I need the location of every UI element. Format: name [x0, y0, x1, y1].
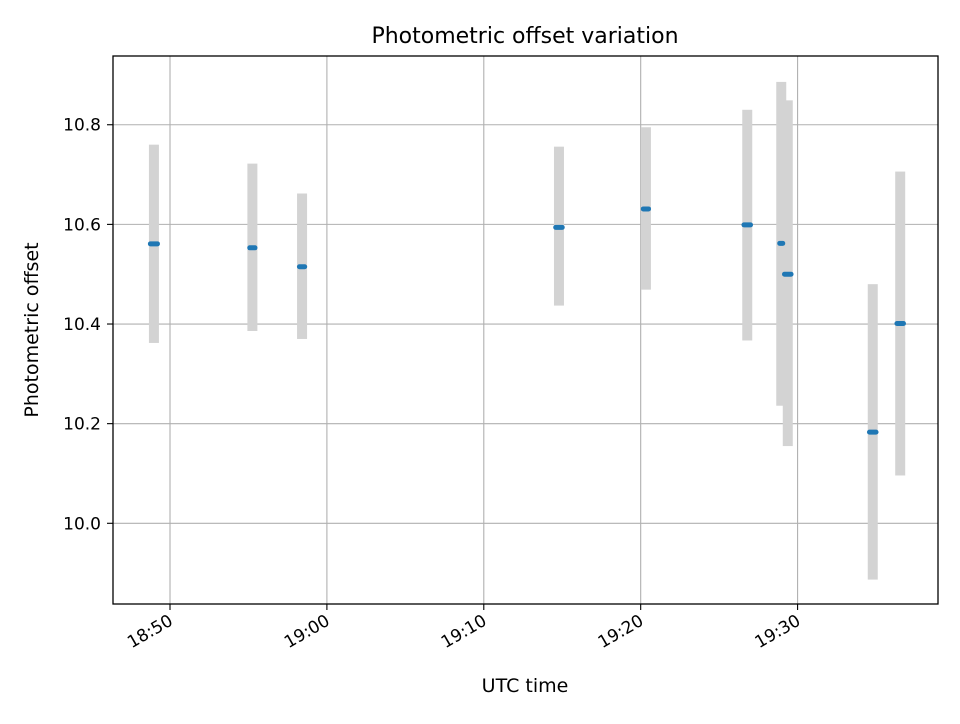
y-axis-label: Photometric offset [21, 242, 43, 417]
y-tick-label: 10.2 [63, 415, 101, 435]
y-tick-label: 10.4 [63, 315, 101, 335]
chart-title: Photometric offset variation [371, 24, 678, 49]
plot-frame [112, 55, 939, 605]
point-layer [147, 206, 906, 435]
y-tick-label: 10.8 [63, 116, 101, 136]
y-tick-label: 10.0 [63, 514, 101, 534]
y-tick-label: 10.6 [63, 215, 101, 235]
x-axis-label: UTC time [482, 675, 569, 697]
